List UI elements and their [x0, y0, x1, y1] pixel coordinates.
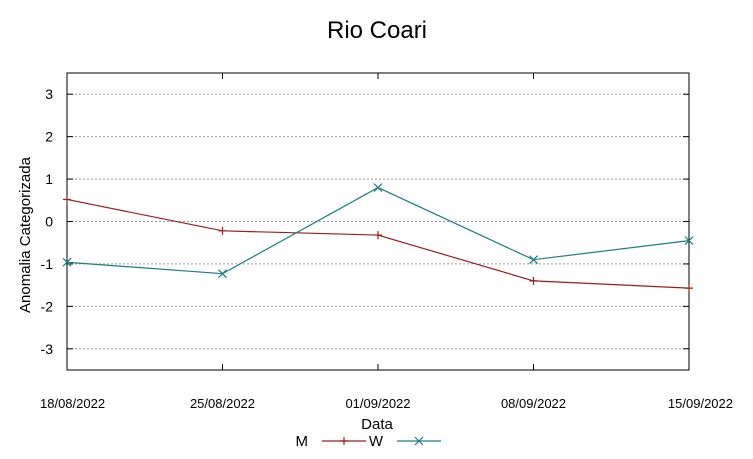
data-point-m: [529, 276, 538, 285]
x-tick-label: 18/08/2022: [40, 396, 105, 411]
legend-marker-w: [414, 436, 424, 446]
y-tick-label: -2: [41, 298, 54, 314]
data-point-m: [374, 231, 382, 240]
y-tick-label: 2: [45, 129, 53, 145]
y-tick-label: 3: [45, 86, 53, 102]
x-tick-label: 08/09/2022: [501, 396, 566, 411]
legend-label-w: W: [369, 433, 384, 450]
y-tick-label: -1: [41, 256, 54, 272]
data-point-w: [218, 269, 227, 279]
grid-lines: [67, 93, 689, 350]
x-axis-label: Data: [361, 416, 393, 433]
series-line-m: [66, 198, 690, 289]
y-axis-ticks: 3 2 1 0 -1 -2 -3: [41, 86, 689, 357]
chart-title: Rio Coari: [327, 17, 427, 44]
data-point-w: [62, 257, 72, 267]
y-tick-label: 0: [45, 214, 53, 230]
series-w: [62, 183, 694, 279]
y-tick-label: 1: [45, 171, 53, 187]
data-point-w: [529, 255, 538, 265]
y-tick-label: -3: [41, 341, 54, 357]
data-point-w: [373, 183, 383, 192]
legend-label-m: M: [296, 433, 309, 450]
x-tick-label: 01/09/2022: [345, 396, 410, 411]
x-tick-label: 25/08/2022: [190, 396, 255, 411]
data-point-m: [63, 195, 71, 204]
x-axis-ticks: 18/08/2022 25/08/2022 01/09/2022 08/09/2022…: [40, 73, 733, 411]
data-point-w: [684, 236, 694, 246]
legend-marker-m: [340, 437, 348, 445]
y-axis-label: Anomalia Categorizada: [17, 156, 34, 313]
data-point-m: [685, 284, 693, 293]
series-layer: [62, 183, 694, 293]
x-tick-label: 15/09/2022: [668, 396, 733, 411]
series-line-w: [66, 186, 690, 275]
data-point-m: [218, 226, 227, 235]
series-m: [63, 195, 693, 293]
